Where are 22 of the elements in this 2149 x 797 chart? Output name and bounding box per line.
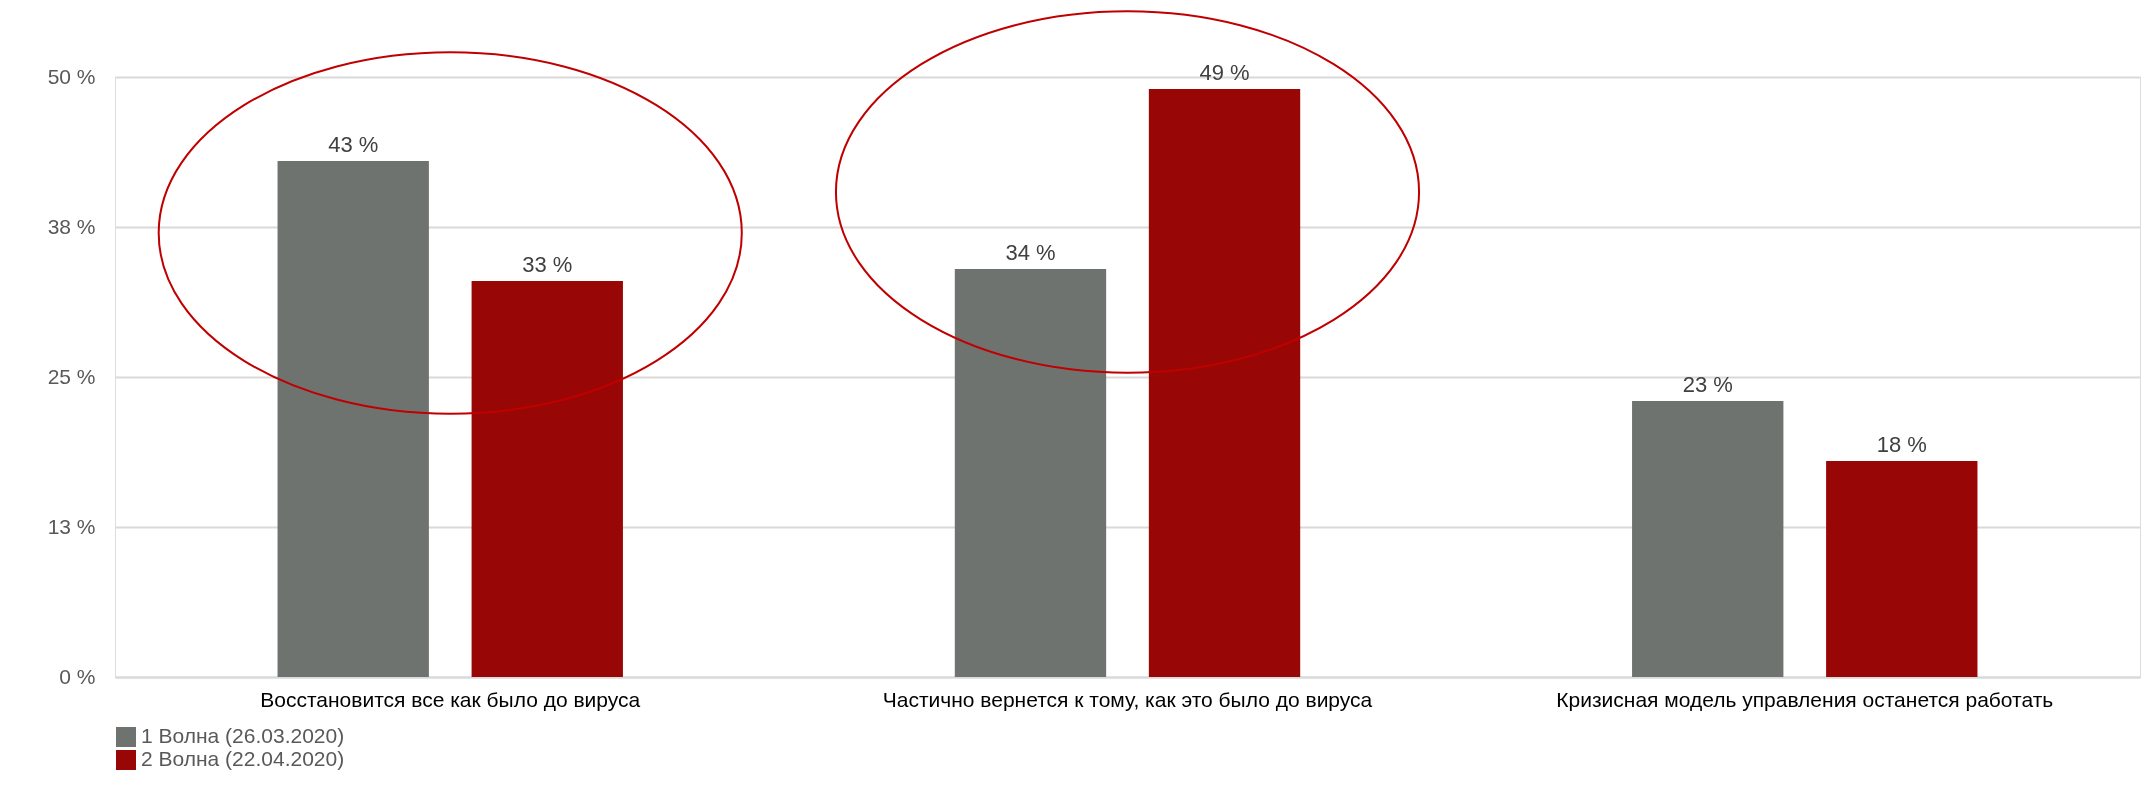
y-tick-label: 13 % [47, 514, 96, 538]
y-tick-label: 50 % [47, 64, 96, 88]
bar [471, 281, 623, 677]
data-label: 43 % [328, 132, 379, 157]
bar [277, 161, 429, 677]
x-tick-label: Восстановится все как было до вируса [260, 687, 641, 711]
bar [1632, 401, 1784, 677]
legend-label: 2 Волна (22.04.2020) [141, 747, 345, 770]
data-label: 33 % [522, 252, 573, 277]
data-label: 34 % [1005, 240, 1056, 265]
data-label: 23 % [1682, 372, 1733, 397]
bar [954, 269, 1107, 677]
y-tick-label: 38 % [47, 214, 96, 238]
y-tick-label: 25 % [47, 364, 96, 388]
x-tick-label: Частично вернется к тому, как это было до вируса [882, 687, 1373, 711]
y-tick-label: 0 % [59, 664, 96, 688]
x-tick-label: Кризисная модель управления останется работать [1556, 687, 2054, 711]
data-label: 49 % [1199, 60, 1250, 85]
bar [1826, 461, 1978, 677]
data-label: 18 % [1876, 432, 1927, 457]
legend-label: 1 Волна (26.03.2020) [141, 724, 345, 747]
bar [1148, 89, 1301, 677]
